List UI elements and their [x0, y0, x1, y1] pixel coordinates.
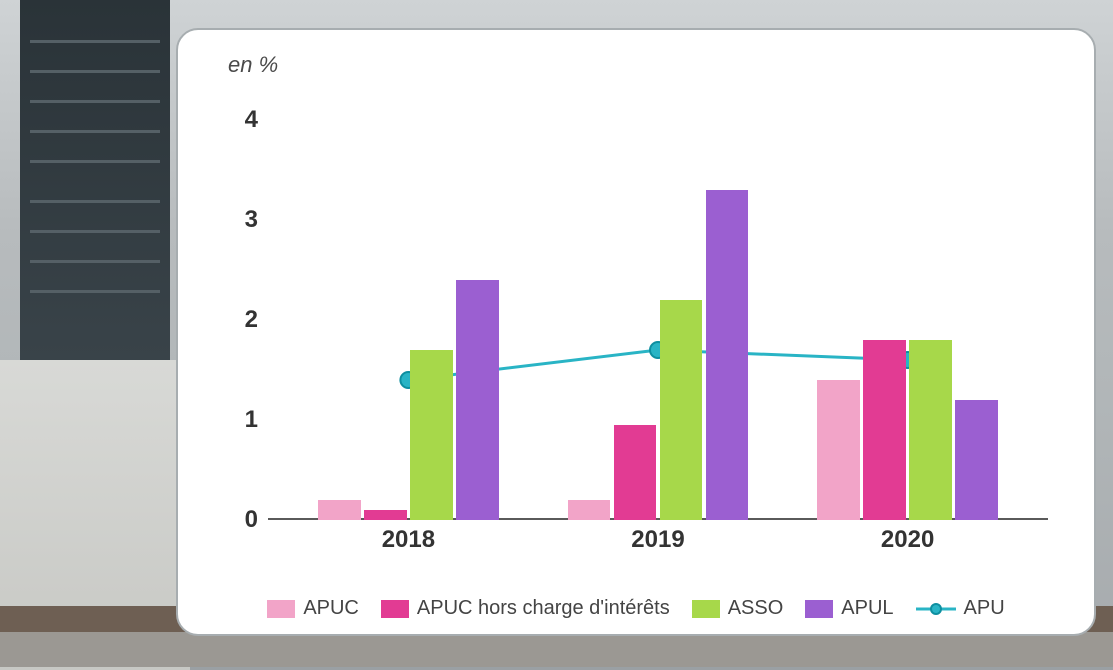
legend-item-apu: APU	[916, 597, 1005, 620]
bar-apuc_hors	[863, 340, 906, 520]
legend-label: APU	[964, 597, 1005, 620]
bar-apul	[706, 190, 749, 520]
y-tick: 1	[218, 406, 258, 434]
bar-asso	[660, 300, 703, 520]
x-tick: 2019	[631, 526, 684, 554]
bg-building-dark	[20, 0, 170, 380]
bar-apuc	[817, 380, 860, 520]
legend-item-apuc_hors: APUC hors charge d'intérêts	[381, 597, 670, 620]
legend-item-apul: APUL	[805, 597, 893, 620]
legend-swatch	[267, 600, 295, 618]
legend: APUC APUC hors charge d'intérêts ASSO APUL A…	[178, 597, 1094, 620]
y-tick: 2	[218, 306, 258, 334]
plot-area: 01234201820192020	[268, 120, 1048, 520]
bar-apuc	[318, 500, 361, 520]
legend-swatch	[381, 600, 409, 618]
bar-apuc_hors	[614, 425, 657, 520]
x-tick: 2018	[382, 526, 435, 554]
bar-apuc_hors	[364, 510, 407, 520]
bar-asso	[410, 350, 453, 520]
legend-label: APUC hors charge d'intérêts	[417, 597, 670, 620]
chart-card: en % 01234201820192020 APUCAPUC hors cha…	[176, 28, 1096, 636]
y-axis-label: en %	[228, 52, 278, 78]
bar-apuc	[568, 500, 611, 520]
x-tick: 2020	[881, 526, 934, 554]
bar-asso	[909, 340, 952, 520]
legend-swatch-line	[916, 600, 956, 618]
legend-item-asso: ASSO	[692, 597, 784, 620]
bg-ground	[0, 632, 1113, 667]
legend-item-apuc: APUC	[267, 597, 359, 620]
y-tick: 3	[218, 206, 258, 234]
bar-apul	[955, 400, 998, 520]
legend-swatch	[805, 600, 833, 618]
legend-swatch	[692, 600, 720, 618]
bar-apul	[456, 280, 499, 520]
y-tick: 0	[218, 506, 258, 534]
y-tick: 4	[218, 106, 258, 134]
legend-label: ASSO	[728, 597, 784, 620]
legend-label: APUL	[841, 597, 893, 620]
legend-label: APUC	[303, 597, 359, 620]
